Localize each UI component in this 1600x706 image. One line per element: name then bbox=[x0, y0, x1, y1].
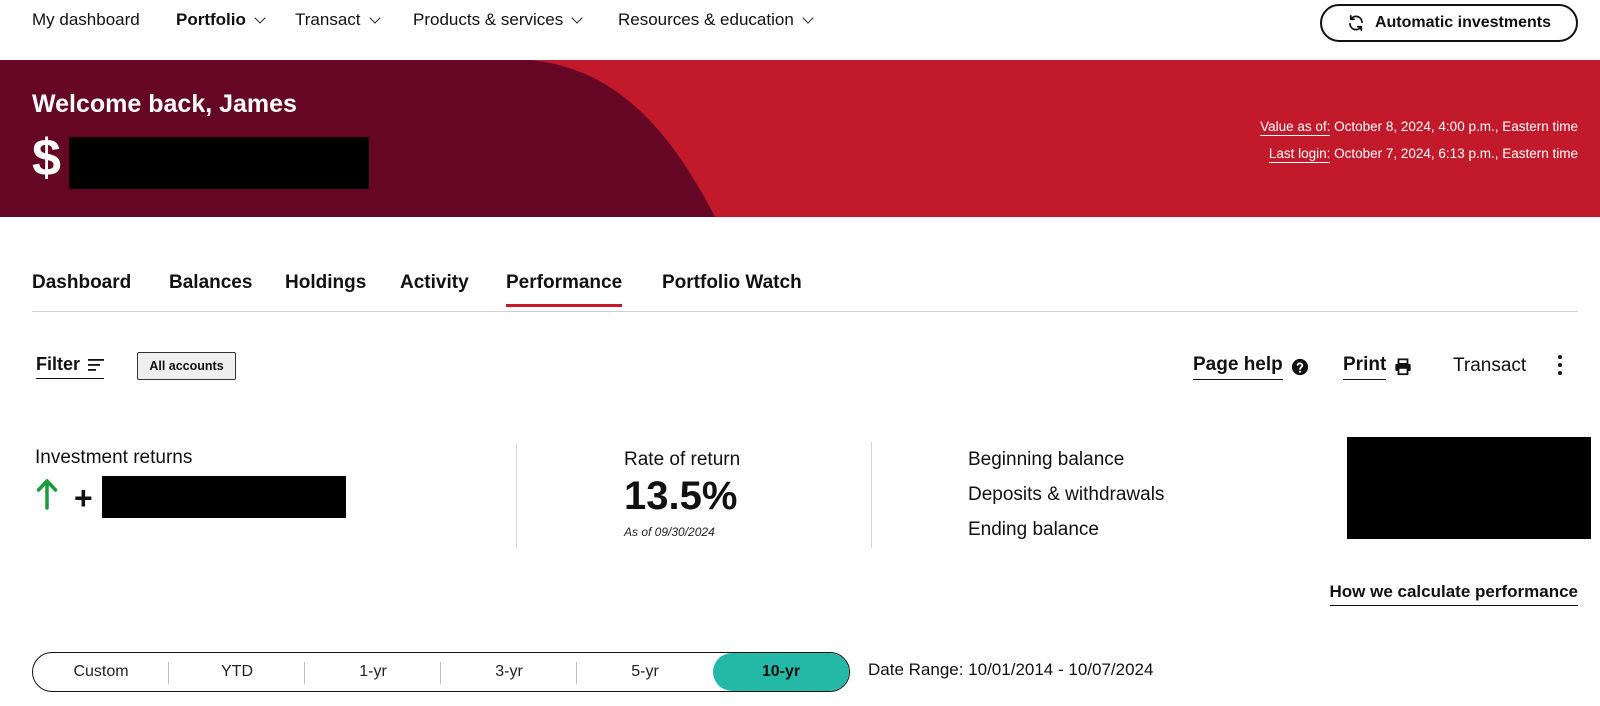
total-value-currency: $ bbox=[32, 129, 61, 187]
segment-divider bbox=[576, 662, 577, 684]
deposits-withdrawals-label: Deposits & withdrawals bbox=[968, 484, 1165, 505]
printer-icon bbox=[1395, 358, 1411, 376]
page-help-link[interactable]: Page help bbox=[1193, 354, 1309, 380]
kebab-dot bbox=[1558, 355, 1562, 359]
range-label: 10-yr bbox=[761, 663, 801, 680]
nav-label: Portfolio bbox=[176, 10, 246, 29]
nav-label: Resources & education bbox=[618, 10, 794, 29]
chevron-down-icon bbox=[368, 12, 381, 24]
nav-my-dashboard[interactable]: My dashboard bbox=[32, 10, 140, 30]
nav-products-services[interactable]: Products & services bbox=[413, 10, 583, 30]
range-label: YTD bbox=[221, 663, 253, 680]
nav-resources-education[interactable]: Resources & education bbox=[618, 10, 814, 30]
rate-of-return-as-of: As of 09/30/2024 bbox=[624, 525, 715, 539]
chevron-down-icon bbox=[571, 12, 583, 24]
print-link[interactable]: Print bbox=[1343, 354, 1412, 380]
tab-activity[interactable]: Activity bbox=[400, 272, 469, 293]
refresh-icon bbox=[1349, 14, 1363, 32]
tab-portfolio-watch[interactable]: Portfolio Watch bbox=[662, 272, 802, 293]
kebab-dot bbox=[1558, 371, 1562, 375]
filter-button[interactable]: Filter bbox=[36, 354, 105, 379]
value-as-of-label[interactable]: Value as of: bbox=[1260, 119, 1331, 136]
segment-divider bbox=[304, 662, 305, 684]
value-as-of-text: October 8, 2024, 4:00 p.m., Eastern time bbox=[1330, 119, 1578, 134]
last-login: Last login: October 7, 2024, 6:13 p.m., … bbox=[1268, 146, 1578, 163]
range-10-yr[interactable]: 10-yr bbox=[713, 653, 849, 691]
tab-balances[interactable]: Balances bbox=[169, 272, 253, 293]
range-5-yr[interactable]: 5-yr bbox=[577, 653, 713, 691]
last-login-label[interactable]: Last login: bbox=[1268, 146, 1331, 163]
range-1-yr[interactable]: 1-yr bbox=[305, 653, 441, 691]
range-3-yr[interactable]: 3-yr bbox=[441, 653, 577, 691]
hero-banner: Welcome back, James $ Value as of: Octob… bbox=[0, 60, 1600, 217]
more-options-icon[interactable] bbox=[1558, 355, 1564, 375]
rate-of-return-value: 13.5% bbox=[624, 474, 738, 518]
tab-performance[interactable]: Performance bbox=[506, 272, 623, 307]
range-label: Custom bbox=[73, 663, 129, 680]
returns-sign: + bbox=[74, 480, 93, 516]
kebab-dot bbox=[1558, 363, 1562, 367]
time-range-selector: Custom YTD 1-yr 3-yr 5-yr 10-yr bbox=[32, 652, 850, 692]
top-nav: My dashboard Portfolio Transact Products… bbox=[0, 0, 1600, 60]
nav-label: My dashboard bbox=[32, 10, 140, 29]
beginning-balance-label: Beginning balance bbox=[968, 449, 1125, 470]
range-ytd[interactable]: YTD bbox=[169, 653, 305, 691]
segment-divider bbox=[168, 662, 169, 684]
redacted-investment-returns bbox=[102, 476, 346, 518]
date-range-text: Date Range: 10/01/2014 - 10/07/2024 bbox=[868, 660, 1154, 679]
tab-dashboard[interactable]: Dashboard bbox=[32, 272, 132, 293]
last-login-text: October 7, 2024, 6:13 p.m., Eastern time bbox=[1330, 146, 1578, 161]
divider bbox=[871, 442, 872, 548]
nav-transact[interactable]: Transact bbox=[295, 10, 381, 30]
automatic-investments-button[interactable]: Automatic investments bbox=[1320, 4, 1578, 42]
chevron-down-icon bbox=[802, 12, 814, 24]
chevron-down-icon bbox=[254, 12, 266, 24]
print-label: Print bbox=[1343, 354, 1387, 380]
filter-label: Filter bbox=[36, 354, 81, 374]
range-label: 5-yr bbox=[631, 663, 659, 680]
investment-returns-label: Investment returns bbox=[35, 447, 193, 468]
range-label: 3-yr bbox=[495, 663, 523, 680]
value-as-of: Value as of: October 8, 2024, 4:00 p.m.,… bbox=[1260, 119, 1578, 136]
welcome-heading: Welcome back, James bbox=[32, 90, 297, 118]
automatic-investments-label: Automatic investments bbox=[1374, 14, 1552, 31]
ending-balance-label: Ending balance bbox=[968, 519, 1099, 540]
rate-of-return-label: Rate of return bbox=[624, 449, 741, 470]
range-custom[interactable]: Custom bbox=[33, 653, 169, 691]
nav-label: Products & services bbox=[413, 10, 564, 29]
redacted-total-value bbox=[69, 137, 369, 189]
portfolio-tabs: Dashboard Balances Holdings Activity Per… bbox=[32, 268, 1578, 312]
nav-portfolio[interactable]: Portfolio bbox=[176, 10, 266, 30]
divider bbox=[516, 444, 517, 548]
arrow-up-icon bbox=[36, 479, 58, 510]
all-accounts-chip[interactable]: All accounts bbox=[137, 352, 236, 380]
how-we-calculate-link[interactable]: How we calculate performance bbox=[1329, 582, 1578, 606]
nav-label: Transact bbox=[295, 10, 361, 29]
redacted-balance-values bbox=[1347, 437, 1591, 539]
range-label: 1-yr bbox=[359, 663, 387, 680]
segment-divider bbox=[440, 662, 441, 684]
transact-menu[interactable]: Transact bbox=[1453, 355, 1527, 376]
help-circle-icon bbox=[1291, 358, 1308, 376]
filter-lines-icon bbox=[88, 358, 105, 371]
page-help-label: Page help bbox=[1193, 354, 1283, 380]
tab-holdings[interactable]: Holdings bbox=[285, 272, 367, 293]
